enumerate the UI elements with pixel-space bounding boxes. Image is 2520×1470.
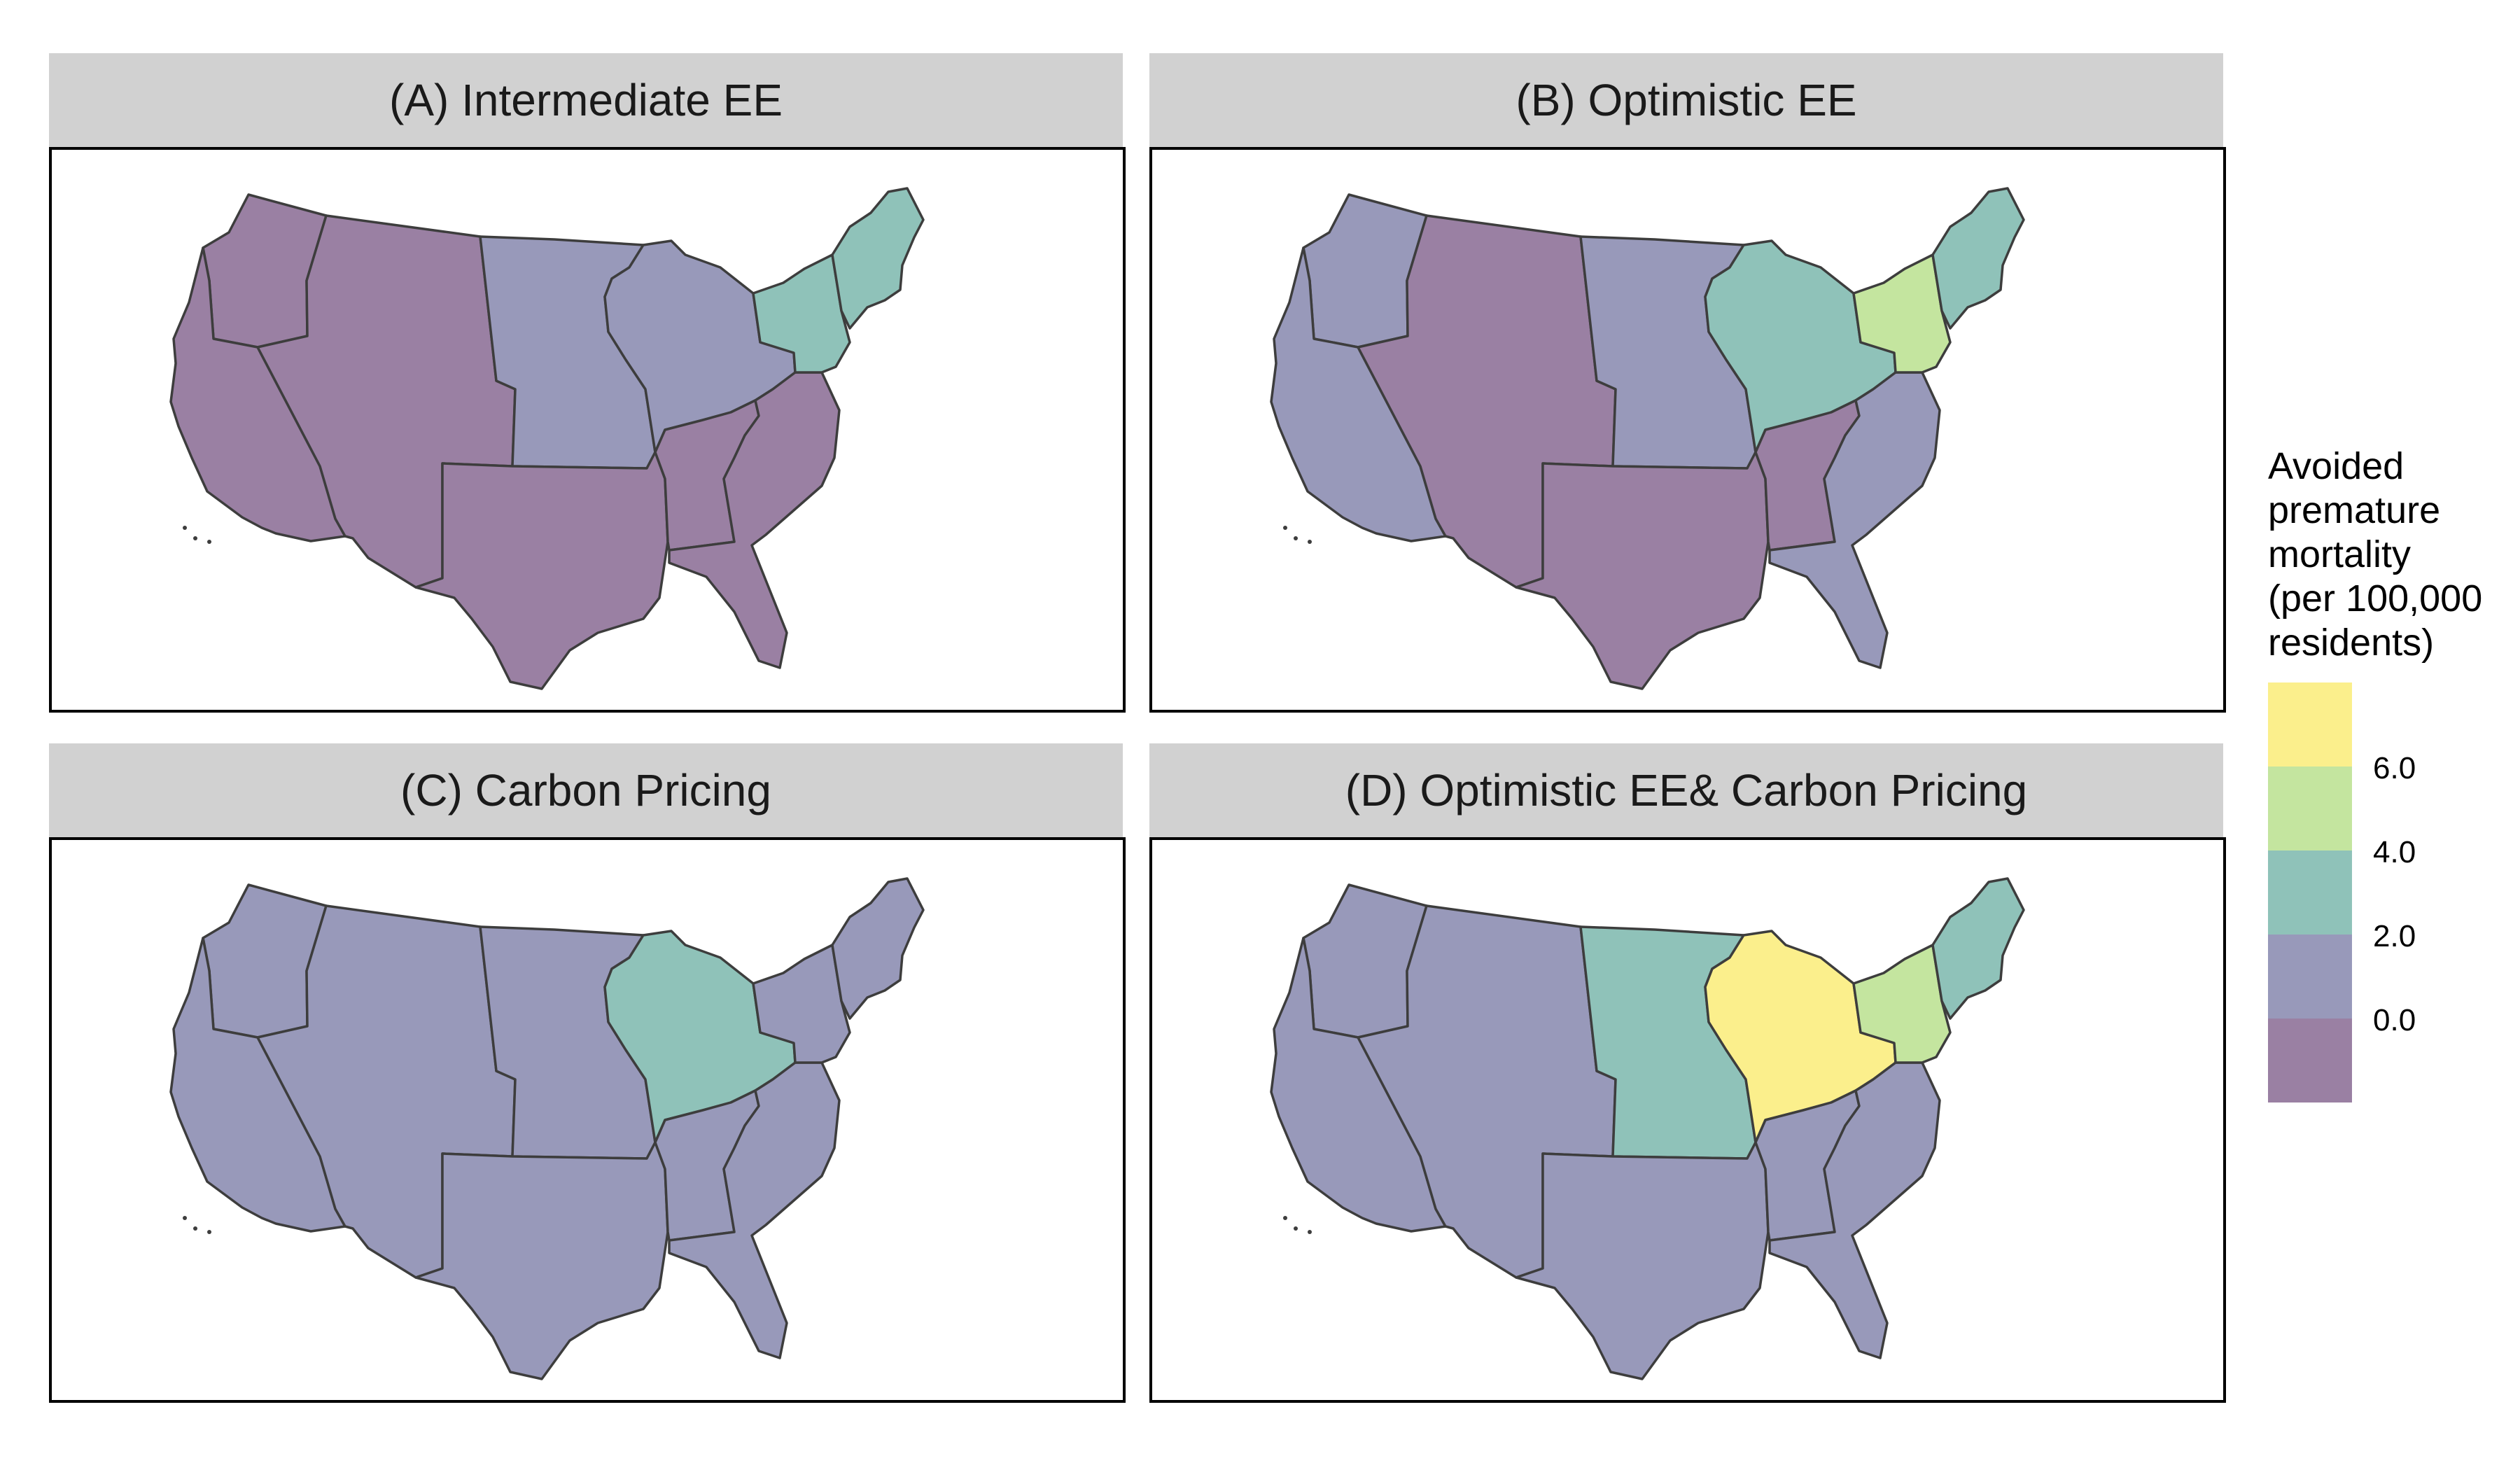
- island-marker: [1283, 1216, 1287, 1220]
- island-marker: [1283, 526, 1287, 530]
- map-region-south-central: [1515, 1141, 1770, 1380]
- island-marker: [207, 540, 211, 544]
- island-marker: [1294, 1226, 1298, 1231]
- us-region-map: [169, 187, 925, 690]
- facet-strip: (D) Optimistic EE& Carbon Pricing: [1149, 743, 2223, 837]
- map-region-southeast: [1768, 371, 1941, 669]
- island-marker: [193, 536, 197, 540]
- map-region-new-york: [1852, 253, 1952, 374]
- legend-title: Avoided premature mortality (per 100,000…: [2268, 445, 2483, 664]
- facet-title: (D) Optimistic EE& Carbon Pricing: [1345, 765, 2028, 816]
- map-region-new-england: [1931, 187, 2025, 330]
- facet-title: (A) Intermediate EE: [389, 75, 783, 125]
- facet-strip: (A) Intermediate EE: [49, 53, 1123, 147]
- legend-tick-label: 0.0: [2373, 1003, 2416, 1037]
- map-region-southeast: [668, 371, 841, 669]
- legend-tick-label: 4.0: [2373, 835, 2416, 869]
- map-region-south-central: [1515, 451, 1770, 690]
- island-marker: [183, 526, 187, 530]
- map-region-south-central: [414, 451, 669, 690]
- facet-strip: (B) Optimistic EE: [1149, 53, 2223, 147]
- color-legend: Avoided premature mortality (per 100,000…: [2268, 444, 2520, 1116]
- facet-strip: (C) Carbon Pricing: [49, 743, 1123, 837]
- legend-tick-label: 6.0: [2373, 751, 2416, 785]
- island-marker: [1294, 536, 1298, 540]
- map-region-new-england: [1931, 877, 2025, 1020]
- island-marker: [183, 1216, 187, 1220]
- map-region-new-york: [752, 253, 851, 374]
- map-region-new-england: [831, 877, 925, 1020]
- legend-colorbar: [2268, 682, 2352, 1102]
- island-marker: [1308, 540, 1312, 544]
- map-region-south-central: [414, 1141, 669, 1380]
- legend-bin: [2268, 1018, 2352, 1102]
- map-frame: [49, 837, 1126, 1403]
- map-frame: [1149, 147, 2226, 713]
- map-region-southeast: [668, 1061, 841, 1359]
- facet-title: (C) Carbon Pricing: [400, 765, 771, 816]
- legend-bin: [2268, 934, 2352, 1018]
- map-region-southeast: [1768, 1061, 1941, 1359]
- legend-bin: [2268, 682, 2352, 766]
- map-region-new-york: [1852, 944, 1952, 1064]
- legend-bin: [2268, 766, 2352, 850]
- legend-bin: [2268, 850, 2352, 934]
- map-frame: [1149, 837, 2226, 1403]
- legend-tick-label: 2.0: [2373, 919, 2416, 953]
- island-marker: [1308, 1230, 1312, 1234]
- facet-title: (B) Optimistic EE: [1516, 75, 1857, 125]
- island-marker: [207, 1230, 211, 1234]
- map-region-new-york: [752, 944, 851, 1064]
- us-region-map: [1270, 877, 2025, 1380]
- island-marker: [193, 1226, 197, 1231]
- us-region-map: [169, 877, 925, 1380]
- map-frame: [49, 147, 1126, 713]
- us-region-map: [1270, 187, 2025, 690]
- map-region-new-england: [831, 187, 925, 330]
